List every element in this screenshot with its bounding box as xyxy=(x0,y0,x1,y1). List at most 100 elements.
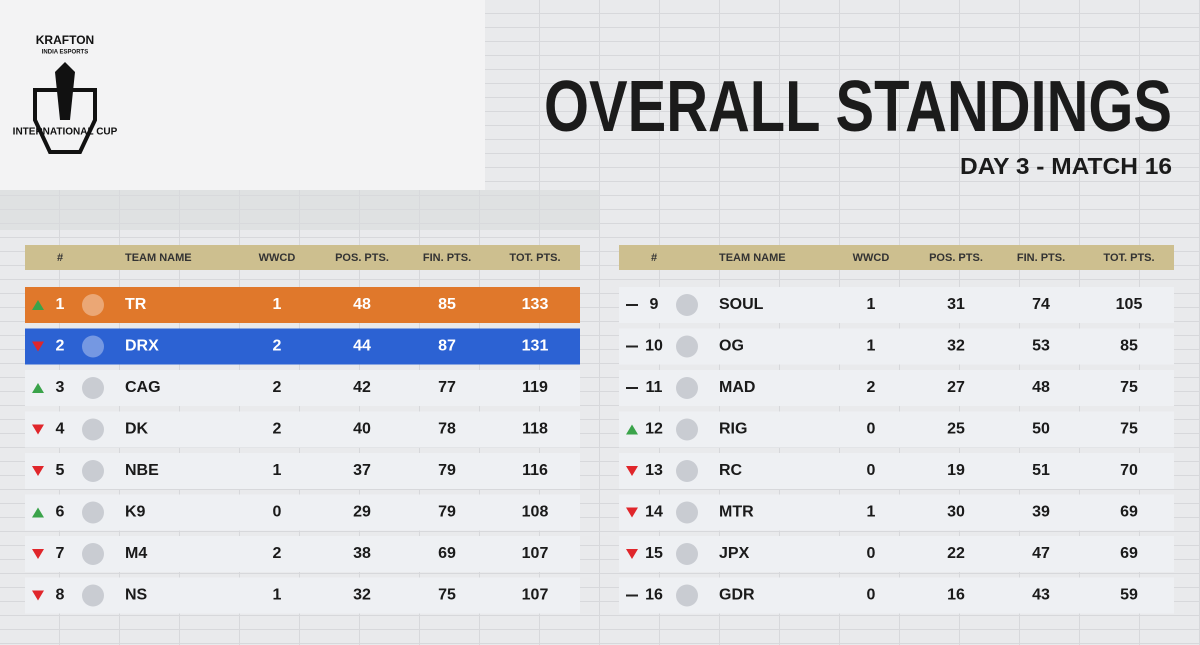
cell-wwcd: 0 xyxy=(867,545,876,562)
row-background xyxy=(619,453,1174,489)
row-background xyxy=(25,411,580,448)
event-logo: KRAFTON INDIA ESPORTS INTERNATIONAL CUP xyxy=(13,33,118,154)
cell-fin-pts: 79 xyxy=(438,504,456,521)
rank: 8 xyxy=(56,587,65,604)
team-name: JPX xyxy=(719,545,750,562)
cell-pos-pts: 44 xyxy=(353,338,371,355)
team-logo xyxy=(676,377,698,399)
cell-tot-pts: 107 xyxy=(522,587,549,604)
team-name: GDR xyxy=(719,587,755,604)
title: OVERALL STANDINGS xyxy=(544,67,1172,147)
row-background xyxy=(619,494,1174,531)
cell-wwcd: 2 xyxy=(273,545,282,562)
cell-fin-pts: 75 xyxy=(438,587,456,604)
cell-tot-pts: 75 xyxy=(1120,379,1138,396)
trend-down xyxy=(32,341,44,352)
cell-pos-pts: 29 xyxy=(353,504,371,521)
column-header: FIN. PTS. xyxy=(423,252,471,264)
team-name: DRX xyxy=(125,338,159,355)
cell-wwcd: 2 xyxy=(867,379,876,396)
team-logo xyxy=(82,584,104,607)
header-row xyxy=(619,245,1174,270)
trend-same xyxy=(626,304,638,306)
team-name: MAD xyxy=(719,379,755,396)
shadow xyxy=(0,190,600,230)
cell-fin-pts: 50 xyxy=(1032,421,1050,438)
team-name: CAG xyxy=(125,379,161,396)
trend-same xyxy=(626,594,638,597)
column-header: # xyxy=(651,252,657,264)
trend-down xyxy=(32,590,44,601)
row-background xyxy=(619,287,1174,323)
cell-tot-pts: 133 xyxy=(522,296,549,313)
team-logo xyxy=(676,460,698,482)
brand-sub: INDIA ESPORTS xyxy=(42,50,88,56)
trend-up xyxy=(626,424,638,435)
trend-down xyxy=(32,466,44,476)
trend-same xyxy=(626,387,638,389)
column-header: TOT. PTS. xyxy=(509,252,560,264)
standings-table: # TEAM NAME WWCD POS. PTS. FIN. PTS. TOT. PTS… xyxy=(25,245,580,614)
cell-tot-pts: 118 xyxy=(522,421,548,438)
trend-down xyxy=(626,466,638,476)
rank: 5 xyxy=(56,462,65,479)
cell-wwcd: 1 xyxy=(867,296,876,313)
rank: 7 xyxy=(56,545,65,562)
row-background xyxy=(619,536,1174,572)
cell-pos-pts: 27 xyxy=(947,379,965,396)
rank: 10 xyxy=(645,338,663,355)
cell-pos-pts: 38 xyxy=(353,545,371,562)
cell-wwcd: 2 xyxy=(273,379,282,396)
trend-up xyxy=(32,507,44,518)
cell-tot-pts: 131 xyxy=(522,338,549,355)
cell-pos-pts: 42 xyxy=(353,379,371,396)
cell-tot-pts: 69 xyxy=(1120,504,1138,521)
trend-down xyxy=(626,507,638,518)
cell-fin-pts: 74 xyxy=(1032,296,1050,313)
trend-up xyxy=(32,383,44,393)
team-logo xyxy=(676,418,698,441)
rank: 11 xyxy=(646,379,663,396)
cell-wwcd: 1 xyxy=(867,338,876,355)
column-header: TOT. PTS. xyxy=(1103,252,1154,264)
column-header: WWCD xyxy=(259,252,296,264)
column-header: WWCD xyxy=(853,252,890,264)
cell-fin-pts: 77 xyxy=(438,379,456,396)
cell-pos-pts: 37 xyxy=(353,462,371,479)
cell-wwcd: 2 xyxy=(273,338,282,355)
cell-pos-pts: 25 xyxy=(947,421,965,438)
cell-pos-pts: 30 xyxy=(947,504,965,521)
team-name: OG xyxy=(719,338,744,355)
team-logo xyxy=(82,335,104,358)
team-name: K9 xyxy=(125,504,146,521)
cell-tot-pts: 69 xyxy=(1120,545,1138,562)
column-header: POS. PTS. xyxy=(335,252,389,264)
column-header: POS. PTS. xyxy=(929,252,983,264)
brand: KRAFTON xyxy=(36,33,94,47)
rank: 13 xyxy=(645,462,663,479)
row-background xyxy=(25,287,580,323)
trend-same xyxy=(626,345,638,348)
cell-pos-pts: 19 xyxy=(947,462,965,479)
rank: 14 xyxy=(645,504,663,521)
cell-pos-pts: 48 xyxy=(353,296,371,313)
team-name: TR xyxy=(125,296,147,313)
rank: 3 xyxy=(56,379,65,396)
team-logo xyxy=(82,460,104,482)
cell-fin-pts: 85 xyxy=(438,296,456,313)
cell-fin-pts: 51 xyxy=(1032,462,1050,479)
team-name: RIG xyxy=(719,421,747,438)
row-background xyxy=(25,577,580,614)
cell-fin-pts: 47 xyxy=(1032,545,1050,562)
trend-up xyxy=(32,300,44,310)
cell-tot-pts: 59 xyxy=(1120,587,1138,604)
cell-pos-pts: 22 xyxy=(947,545,965,562)
team-logo xyxy=(82,501,104,524)
rank: 4 xyxy=(56,421,65,438)
trend-down xyxy=(32,549,44,559)
rank: 12 xyxy=(645,421,663,438)
rank: 2 xyxy=(56,338,65,355)
cell-pos-pts: 32 xyxy=(353,587,371,604)
